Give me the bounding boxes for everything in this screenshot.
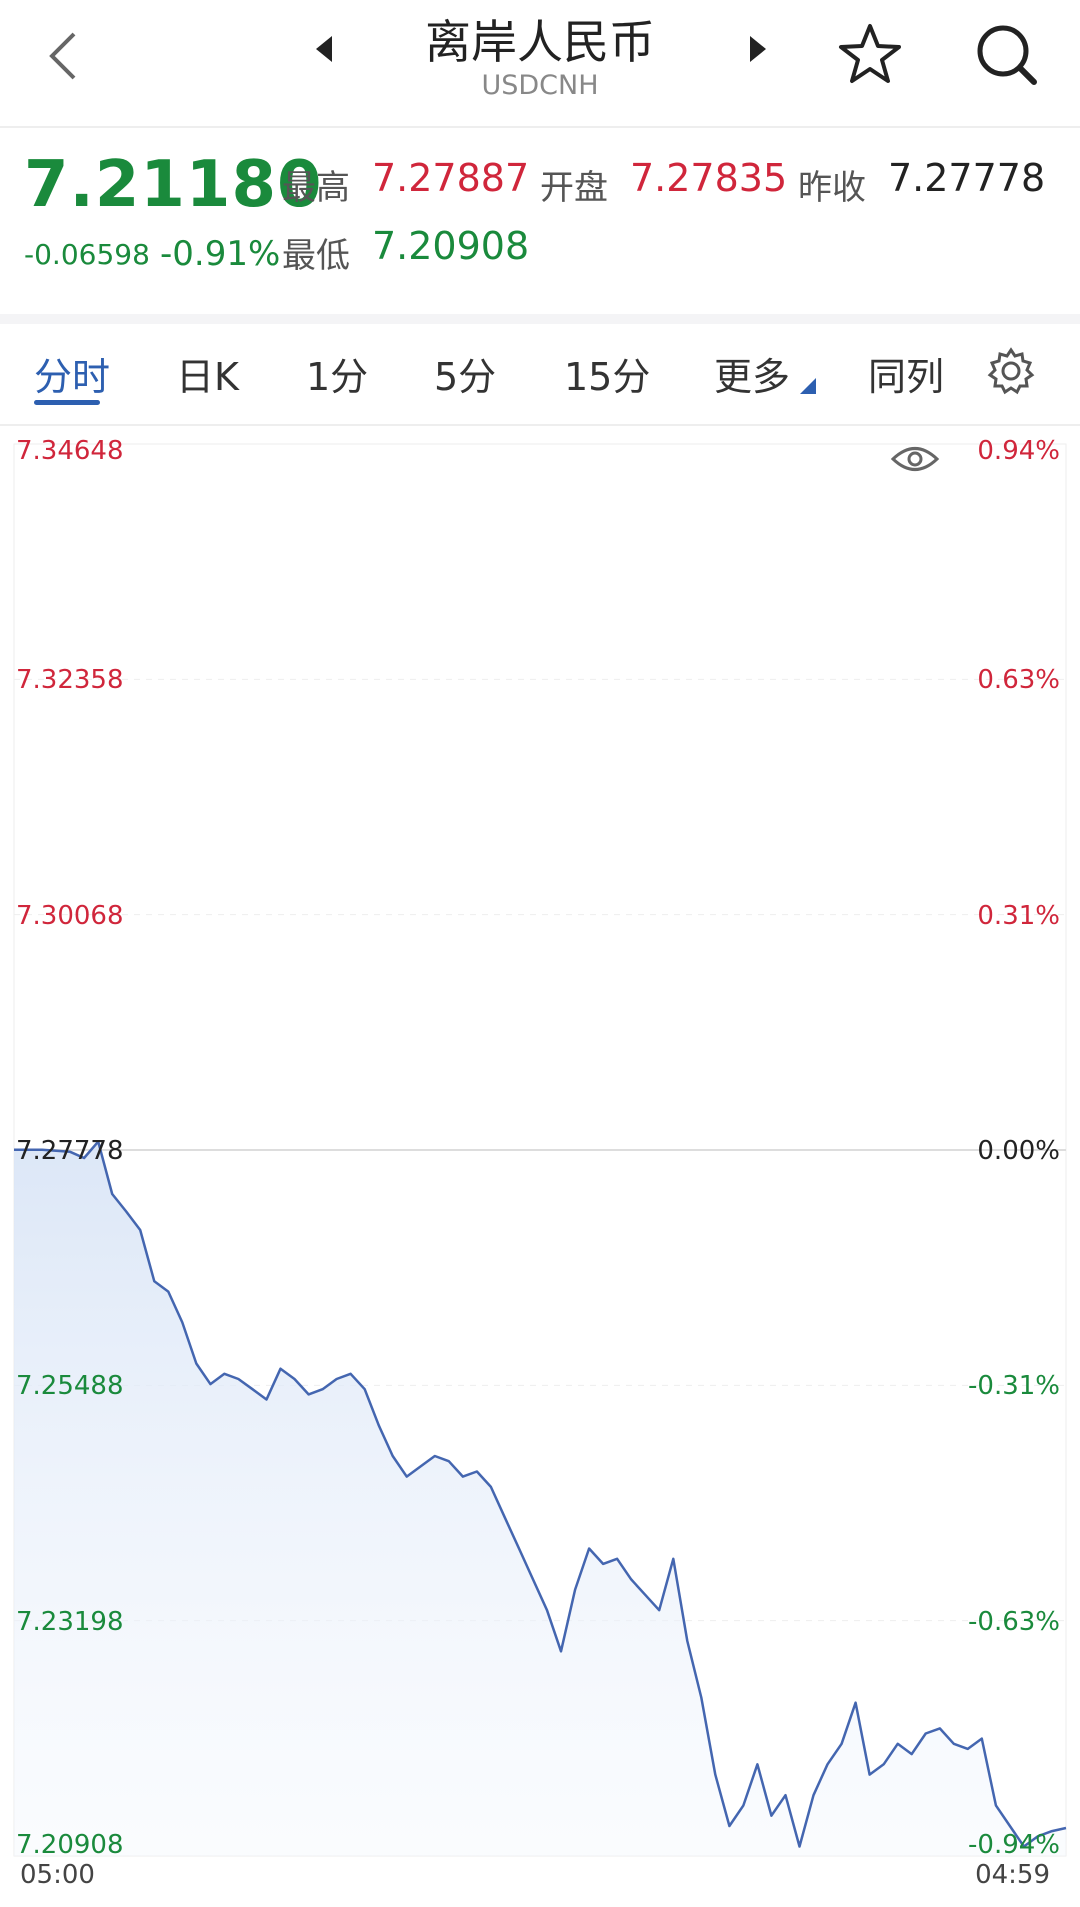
y-axis-price-label: 7.27778 bbox=[16, 1136, 124, 1166]
x-axis-end-label: 04:59 bbox=[975, 1860, 1050, 1890]
price-line bbox=[14, 1140, 1067, 1848]
back-button[interactable] bbox=[40, 20, 90, 90]
next-instrument-button[interactable] bbox=[750, 36, 766, 62]
y-axis-price-label: 7.25488 bbox=[16, 1371, 124, 1402]
intraday-chart: 7.34648 0.94% 7.32358 0.63% 7.30068 0.31% 7.27… bbox=[0, 430, 1080, 1907]
y-axis-percent-label: 0.00% bbox=[977, 1136, 1060, 1166]
eye-icon bbox=[890, 447, 940, 471]
tab-15min[interactable]: 15分 bbox=[564, 355, 651, 399]
tab-1min[interactable]: 1分 bbox=[306, 355, 369, 399]
y-axis-percent-label: 0.31% bbox=[977, 900, 1060, 931]
tab-more[interactable]: 更多 bbox=[714, 355, 791, 399]
chart-settings-button[interactable] bbox=[986, 346, 1036, 396]
y-axis-price-label: 7.30068 bbox=[16, 900, 124, 931]
prev-close-label: 昨收 bbox=[798, 168, 866, 208]
prev-close-value: 7.27778 bbox=[888, 156, 1046, 200]
y-axis-price-label: 7.34648 bbox=[16, 436, 124, 466]
price-change: -0.06598 bbox=[24, 238, 150, 271]
tab-intraday[interactable]: 分时 bbox=[34, 355, 111, 399]
high-value: 7.27887 bbox=[372, 156, 530, 200]
y-axis-percent-label: -0.94% bbox=[968, 1830, 1060, 1860]
favorite-button[interactable] bbox=[836, 20, 904, 88]
page-title: 离岸人民币 bbox=[425, 15, 655, 69]
y-axis-percent-label: -0.31% bbox=[968, 1371, 1060, 1402]
open-value: 7.27835 bbox=[630, 156, 788, 200]
low-label: 最低 bbox=[282, 236, 350, 276]
tab-5min[interactable]: 5分 bbox=[434, 355, 497, 399]
y-axis-percent-label: -0.63% bbox=[968, 1606, 1060, 1637]
chart-canvas bbox=[13, 443, 1067, 1857]
search-button[interactable] bbox=[972, 20, 1042, 90]
last-price: 7.21180 bbox=[24, 148, 323, 222]
more-dropdown-indicator-icon bbox=[800, 378, 816, 394]
x-axis-start-label: 05:00 bbox=[20, 1860, 95, 1890]
tab-daily-k[interactable]: 日K bbox=[176, 355, 239, 399]
tab-compare[interactable]: 同列 bbox=[868, 355, 945, 399]
quote-summary: 7.21180 -0.06598 -0.91% 最高 7.27887 开盘 7.… bbox=[0, 128, 1080, 324]
instrument-code: USDCNH bbox=[481, 70, 599, 101]
open-label: 开盘 bbox=[540, 168, 608, 208]
toggle-visibility-button[interactable] bbox=[890, 442, 940, 476]
gear-icon bbox=[987, 347, 1035, 395]
price-area bbox=[14, 1141, 1066, 1856]
y-axis-percent-label: 0.63% bbox=[977, 665, 1060, 696]
chart-period-tabs: 分时 日K 1分 5分 15分 更多 同列 bbox=[0, 324, 1080, 426]
active-tab-indicator bbox=[34, 400, 100, 405]
y-axis-price-label: 7.20908 bbox=[16, 1830, 124, 1860]
back-arrow-icon bbox=[49, 32, 76, 80]
top-bar: 离岸人民币 USDCNH bbox=[0, 0, 1080, 128]
price-change-percent: -0.91% bbox=[160, 234, 281, 274]
y-axis-price-label: 7.32358 bbox=[16, 665, 124, 696]
search-icon bbox=[977, 25, 1037, 85]
high-label: 最高 bbox=[282, 168, 350, 208]
star-icon bbox=[839, 24, 901, 83]
low-value: 7.20908 bbox=[372, 224, 530, 268]
y-axis-price-label: 7.23198 bbox=[16, 1606, 124, 1637]
y-axis-percent-label: 0.94% bbox=[977, 436, 1060, 466]
previous-instrument-button[interactable] bbox=[316, 36, 332, 62]
